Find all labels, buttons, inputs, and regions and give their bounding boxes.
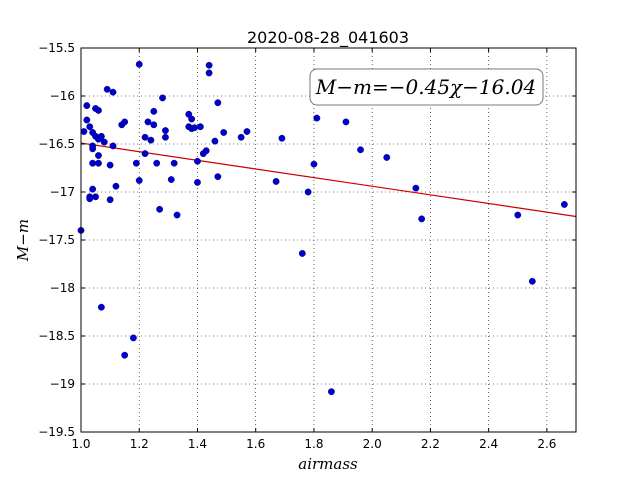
data-point [194, 178, 201, 186]
data-point [97, 303, 105, 311]
data-point [342, 118, 350, 126]
y-tick-label: −17.5 [38, 233, 75, 247]
data-point [95, 152, 102, 159]
y-tick-label: −16.5 [38, 137, 75, 151]
fit-legend: M−m=−0.45χ−16.04 [309, 68, 544, 106]
data-point [211, 137, 219, 145]
x-tick-label: 2.0 [363, 437, 382, 451]
x-tick-label: 1.8 [304, 437, 323, 451]
data-point [135, 177, 143, 184]
data-point [95, 107, 102, 114]
data-point [106, 161, 114, 169]
y-axis-label: M−m [14, 219, 32, 262]
data-point [328, 388, 335, 396]
y-tick-label: −19.5 [38, 425, 75, 439]
data-point [92, 193, 99, 201]
x-tick-label: 1.4 [188, 437, 207, 451]
x-tick-label: 1.2 [130, 437, 149, 451]
data-point [97, 132, 105, 140]
data-point [100, 138, 108, 146]
x-tick-label: 2.2 [421, 437, 440, 451]
data-point [205, 61, 213, 69]
data-point [141, 150, 149, 158]
y-tick-label: −15.5 [38, 41, 75, 55]
data-point [188, 115, 196, 123]
x-tick-label: 2.6 [537, 437, 556, 451]
data-point [196, 123, 204, 131]
x-tick-label: 2.4 [479, 437, 498, 451]
data-point [153, 159, 161, 167]
x-tick-label: 1.6 [246, 437, 265, 451]
y-tick-label: −17 [50, 185, 75, 199]
data-point [214, 99, 222, 107]
data-point [560, 201, 568, 208]
data-point [147, 136, 155, 144]
data-point [383, 154, 391, 161]
data-point [144, 118, 152, 126]
chart-title: 2020-08-28_041603 [247, 28, 409, 48]
data-point [89, 159, 97, 167]
data-point [106, 196, 114, 204]
data-point [109, 88, 117, 96]
data-point [167, 176, 175, 183]
data-point [194, 157, 201, 165]
fit-line [80, 142, 577, 218]
data-point [83, 102, 91, 110]
data-point [162, 133, 169, 141]
data-point [237, 133, 245, 141]
fit-equation-label: M−m=−0.45χ−16.04 [315, 75, 536, 99]
data-point [418, 215, 426, 223]
data-point [298, 250, 306, 257]
data-point [132, 159, 140, 167]
data-point [159, 94, 166, 102]
data-point [95, 159, 102, 167]
data-point [304, 188, 312, 196]
data-point [202, 147, 210, 155]
data-point [214, 173, 222, 181]
x-axis-label: airmass [298, 455, 358, 473]
data-point [205, 69, 213, 77]
y-tick-label: −19 [50, 377, 75, 391]
data-point [272, 178, 280, 185]
y-tick-label: −18.5 [38, 329, 75, 343]
data-point [156, 205, 164, 213]
data-point [83, 116, 91, 124]
data-point [86, 195, 94, 203]
data-point [278, 134, 286, 142]
x-tick-label: 1.0 [71, 437, 90, 451]
data-point [310, 160, 318, 168]
data-point [121, 351, 129, 359]
data-point [170, 159, 178, 167]
data-point [89, 185, 97, 193]
data-point [89, 142, 97, 150]
data-point [112, 182, 120, 190]
y-tick-label: −18 [50, 281, 75, 295]
data-point [80, 128, 88, 135]
data-point [130, 334, 137, 342]
data-point [150, 121, 158, 129]
data-point [514, 211, 522, 219]
data-point [191, 124, 198, 132]
data-point [220, 129, 228, 136]
y-tick-label: −16 [50, 89, 75, 103]
data-point [162, 127, 169, 134]
data-point [86, 123, 94, 131]
data-point [103, 85, 111, 93]
data-point [528, 277, 536, 285]
data-point [313, 114, 321, 122]
data-point [135, 60, 143, 68]
data-point [173, 211, 181, 219]
fit-legend-box [309, 68, 544, 106]
data-point [141, 133, 149, 141]
data-point [150, 107, 158, 115]
data-point [412, 184, 420, 192]
data-point [357, 146, 364, 154]
data-point [109, 142, 117, 150]
data-point [243, 128, 251, 135]
data-point [121, 118, 129, 126]
